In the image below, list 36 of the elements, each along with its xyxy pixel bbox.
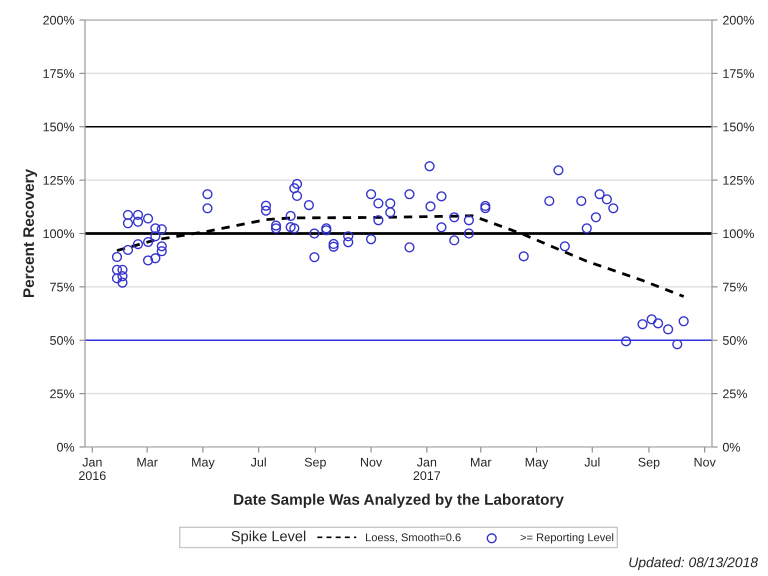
y-tick-label: 75% (50, 282, 74, 292)
y2-tick-label: 125% (723, 176, 754, 185)
y2-tick-label: 200% (723, 16, 754, 25)
text: Updated: 08/13/2018 (629, 557, 758, 570)
y-tick-label: 175% (44, 69, 74, 78)
x-tick-label: Sep (304, 458, 326, 470)
x-tick-label: Jan 2017 (414, 458, 440, 480)
y-tick-label: 0% (57, 442, 74, 452)
y2-tick-label: 0% (722, 442, 740, 452)
y2-tick-label: 75% (723, 282, 747, 292)
x-tick-label: Jul (250, 457, 266, 467)
y2-tick-label: 100% (723, 229, 754, 238)
y2-tick-label: 25% (723, 389, 747, 398)
y2-tick-label: 150% (723, 122, 754, 132)
y2-tick-label: 50% (722, 336, 747, 345)
y-tick-label: 50% (50, 336, 74, 345)
y-axis-title: Percent Recovery (23, 169, 38, 298)
y-tick-label: 150% (44, 122, 74, 132)
x-tick-label: Jan 2016 (79, 458, 106, 480)
x-tick-label: Mar (471, 458, 492, 467)
x-tick-label: Mar (137, 458, 158, 467)
x-tick-label: May (526, 458, 548, 470)
y-tick-label: 200% (43, 16, 74, 25)
x-axis-title: Date Sample Was Analyzed by the Laboratory (234, 494, 564, 508)
legend-label: >= Reporting Level (520, 533, 614, 544)
x-tick-label: Nov (360, 458, 382, 467)
legend-title: Spike Level (232, 530, 306, 544)
x-tick-label: May (192, 458, 215, 470)
x-tick-label: Sep (638, 458, 660, 470)
x-tick-label: Jul (584, 457, 600, 467)
x-tick-label: Nov (694, 458, 716, 467)
y2-tick-label: 175% (723, 69, 754, 78)
y-tick-label: 125% (44, 176, 74, 185)
y-tick-label: 25% (50, 389, 74, 398)
legend-label: Loess, Smooth=0.6 (366, 533, 461, 543)
y-tick-label: 100% (44, 229, 74, 238)
